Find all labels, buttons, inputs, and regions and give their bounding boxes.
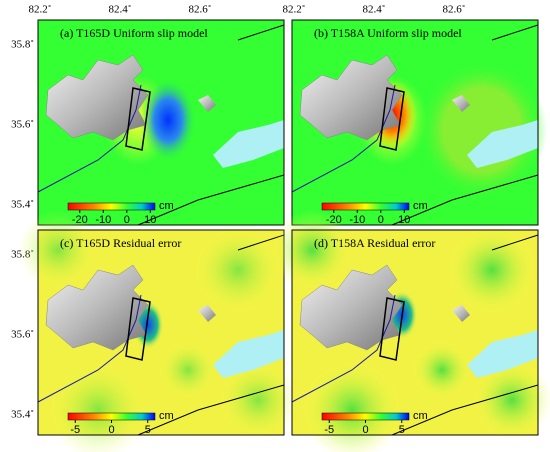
latitude-label: 35.6˚ — [11, 119, 34, 131]
colorbar — [67, 202, 156, 211]
panel-frame — [37, 229, 285, 436]
colorbar-tick-label: 0 — [362, 424, 368, 436]
fault-plane — [125, 297, 151, 361]
colorbar-tick-label: -10 — [95, 214, 111, 226]
mountains — [299, 264, 403, 351]
panel-frame — [37, 19, 285, 226]
residual-patch — [472, 360, 550, 440]
mountains — [45, 264, 149, 351]
fault — [291, 294, 396, 403]
fault-plane — [125, 87, 151, 151]
colorbar-tick-label: 5 — [145, 424, 151, 436]
panel-title: (a) T165D Uniform slip model — [60, 26, 208, 40]
fault — [491, 234, 539, 251]
latitude-label: 35.4˚ — [11, 199, 34, 211]
fault — [37, 84, 142, 193]
fault — [137, 174, 285, 226]
lake — [467, 120, 538, 168]
colorbar — [321, 202, 410, 211]
fault-plane — [379, 87, 405, 151]
fault — [37, 294, 142, 403]
residual-patch — [158, 340, 218, 400]
residual-patch — [412, 340, 472, 400]
colorbar-tick-label: -5 — [70, 424, 80, 436]
residual-patch — [193, 225, 283, 315]
latitude-label: 35.4˚ — [11, 409, 34, 421]
deformation-lobe — [140, 78, 196, 162]
fault — [491, 24, 539, 41]
longitude-label: 82.4˚ — [363, 4, 386, 16]
colorbar — [67, 412, 156, 421]
latitude-label: 35.8˚ — [11, 39, 34, 51]
panel-frame — [291, 19, 539, 226]
panel-frame — [291, 229, 539, 436]
lake — [213, 330, 284, 378]
colorbar-tick-label: 5 — [399, 424, 405, 436]
residual-patch — [447, 225, 537, 315]
fault — [137, 384, 285, 436]
colorbar-unit: cm — [159, 200, 174, 212]
longitude-label: 82.2˚ — [29, 4, 52, 16]
colorbar-tick-label: 0 — [124, 214, 130, 226]
colorbar-tick-label: -5 — [324, 424, 334, 436]
mountains — [198, 305, 216, 322]
panel-title: (c) T165D Residual error — [60, 236, 181, 250]
colorbar-tick-label: 0 — [108, 424, 114, 436]
deformation-ring — [417, 60, 547, 200]
colorbar-unit: cm — [413, 410, 428, 422]
residual-patch — [18, 210, 98, 290]
map-panel: (c) T165D Residual error -5 0 5 cm — [18, 210, 298, 452]
mountains — [452, 95, 470, 112]
longitude-label: 82.2˚ — [283, 4, 306, 16]
panel-title: (b) T158A Uniform slip model — [314, 26, 462, 40]
colorbar-unit: cm — [413, 200, 428, 212]
longitude-label: 82.6˚ — [189, 4, 212, 16]
map-panel: (d) T158A Residual error -5 0 5 cm — [272, 210, 550, 452]
mountains — [299, 54, 403, 141]
mountains — [45, 54, 149, 141]
residual-patch — [218, 360, 298, 440]
fault-plane — [379, 297, 405, 361]
colorbar-tick-label: 10 — [398, 214, 410, 226]
mountains — [198, 95, 216, 112]
lake — [467, 330, 538, 378]
colorbar-unit: cm — [159, 410, 174, 422]
fault — [391, 174, 539, 226]
colorbar-tick-label: 10 — [144, 214, 156, 226]
longitude-label: 82.4˚ — [109, 4, 132, 16]
fault — [391, 384, 539, 436]
lake — [213, 120, 284, 168]
colorbar-tick-label: -10 — [349, 214, 365, 226]
longitude-label: 82.6˚ — [443, 4, 466, 16]
residual-patch — [272, 210, 352, 290]
panel-title: (d) T158A Residual error — [314, 236, 435, 250]
latitude-label: 35.6˚ — [11, 329, 34, 341]
colorbar — [321, 412, 410, 421]
mountains — [452, 305, 470, 322]
fault — [237, 24, 285, 41]
colorbar-tick-label: 0 — [378, 214, 384, 226]
fault — [291, 84, 396, 193]
